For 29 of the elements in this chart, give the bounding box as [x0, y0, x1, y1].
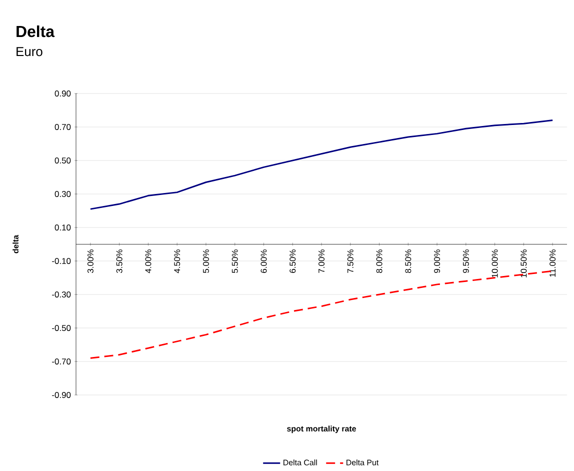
- y-tick-label: 0.10: [54, 224, 71, 230]
- x-tick-label: 4.50%: [174, 250, 180, 274]
- x-tick-label: 3.00%: [87, 250, 94, 273]
- x-tick-label: 8.50%: [405, 250, 412, 273]
- x-tick-label: 11.00%: [550, 250, 556, 277]
- x-tick-label: 4.00%: [145, 250, 152, 274]
- x-tick-label: 3.50%: [116, 250, 122, 273]
- y-tick-label: 0.50: [54, 158, 71, 164]
- y-tick-label: -0.10: [52, 258, 71, 264]
- y-tick-label: -0.50: [52, 324, 71, 331]
- x-tick-label: 5.50%: [232, 250, 238, 273]
- y-tick-label: 0.30: [54, 191, 71, 197]
- y-tick-label: -0.90: [52, 392, 71, 398]
- y-tick-label: 0.70: [54, 124, 71, 130]
- x-tick-label: 8.00%: [376, 250, 382, 273]
- chart-subtitle: Euro: [16, 47, 42, 56]
- x-tick-label: 5.00%: [202, 250, 209, 273]
- y-tick-label: 0.90: [54, 90, 71, 96]
- y-tick-label: -0.70: [52, 358, 71, 364]
- x-tick-label: 9.50%: [462, 250, 469, 273]
- x-tick-label: 7.00%: [318, 250, 324, 273]
- chart-title: Delta: [16, 25, 55, 38]
- y-tick-label: -0.30: [52, 292, 71, 298]
- x-tick-label: 7.50%: [347, 250, 354, 273]
- x-tick-label: 6.50%: [290, 250, 296, 273]
- x-tick-label: 6.00%: [260, 250, 267, 273]
- x-tick-label: 10.00%: [492, 250, 498, 278]
- x-tick-label: 9.00%: [434, 250, 440, 273]
- x-tick-label: 10.50%: [520, 250, 527, 278]
